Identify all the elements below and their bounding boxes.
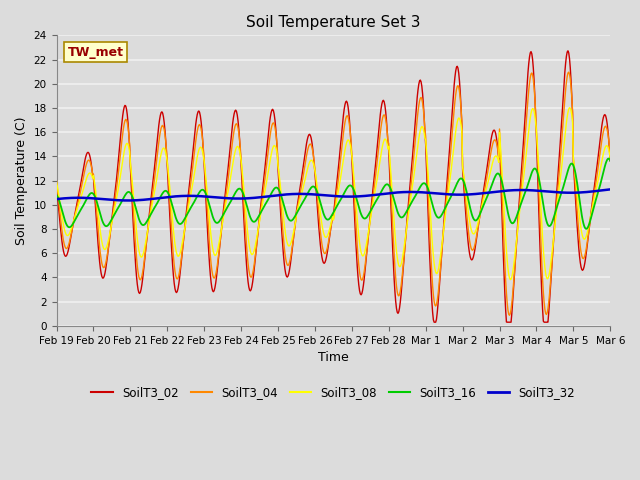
SoilT3_32 (326, 193, 333, 199)
SoilT3_32 (199, 193, 207, 199)
SoilT3_16 (325, 216, 333, 222)
Legend: SoilT3_02, SoilT3_04, SoilT3_08, SoilT3_16, SoilT3_32: SoilT3_02, SoilT3_04, SoilT3_08, SoilT3_… (87, 381, 580, 404)
SoilT3_16 (198, 187, 205, 192)
SoilT3_08 (556, 176, 564, 182)
SoilT3_08 (607, 156, 614, 161)
SoilT3_02 (325, 240, 333, 246)
SoilT3_16 (379, 186, 387, 192)
SoilT3_16 (174, 220, 182, 226)
SoilT3_04 (556, 157, 564, 163)
SoilT3_04 (607, 154, 614, 159)
SoilT3_32 (52, 196, 60, 202)
SoilT3_16 (582, 226, 590, 232)
SoilT3_08 (52, 180, 60, 185)
SoilT3_04 (433, 298, 441, 304)
SoilT3_16 (607, 158, 614, 164)
SoilT3_04 (506, 312, 513, 318)
SoilT3_32 (434, 191, 442, 196)
SoilT3_08 (433, 270, 441, 276)
SoilT3_16 (605, 156, 612, 161)
SoilT3_08 (379, 143, 387, 148)
SoilT3_02 (430, 319, 438, 325)
Line: SoilT3_02: SoilT3_02 (56, 51, 611, 322)
SoilT3_04 (325, 238, 333, 243)
SoilT3_02 (379, 98, 387, 104)
SoilT3_08 (325, 229, 333, 235)
SoilT3_02 (564, 48, 572, 54)
SoilT3_02 (434, 302, 442, 308)
SoilT3_04 (565, 69, 573, 75)
SoilT3_08 (198, 146, 205, 152)
SoilT3_02 (198, 127, 205, 132)
Title: Soil Temperature Set 3: Soil Temperature Set 3 (246, 15, 420, 30)
X-axis label: Time: Time (318, 351, 349, 364)
SoilT3_02 (556, 140, 564, 145)
Line: SoilT3_16: SoilT3_16 (56, 158, 611, 229)
SoilT3_32 (124, 198, 132, 204)
SoilT3_02 (52, 181, 60, 187)
Line: SoilT3_32: SoilT3_32 (56, 190, 611, 201)
SoilT3_16 (556, 196, 563, 202)
SoilT3_04 (379, 115, 387, 120)
SoilT3_02 (607, 158, 614, 164)
Y-axis label: Soil Temperature (C): Soil Temperature (C) (15, 116, 28, 245)
SoilT3_32 (556, 190, 564, 195)
Text: TW_met: TW_met (68, 46, 124, 59)
SoilT3_16 (52, 192, 60, 198)
SoilT3_04 (198, 131, 205, 137)
SoilT3_08 (506, 277, 514, 283)
SoilT3_02 (174, 286, 182, 291)
SoilT3_32 (175, 193, 182, 199)
SoilT3_08 (174, 253, 182, 259)
SoilT3_32 (607, 187, 614, 192)
SoilT3_16 (433, 214, 441, 220)
SoilT3_32 (380, 191, 387, 197)
Line: SoilT3_08: SoilT3_08 (56, 108, 611, 280)
SoilT3_04 (52, 178, 60, 184)
SoilT3_08 (566, 105, 573, 110)
Line: SoilT3_04: SoilT3_04 (56, 72, 611, 315)
SoilT3_04 (174, 275, 182, 281)
